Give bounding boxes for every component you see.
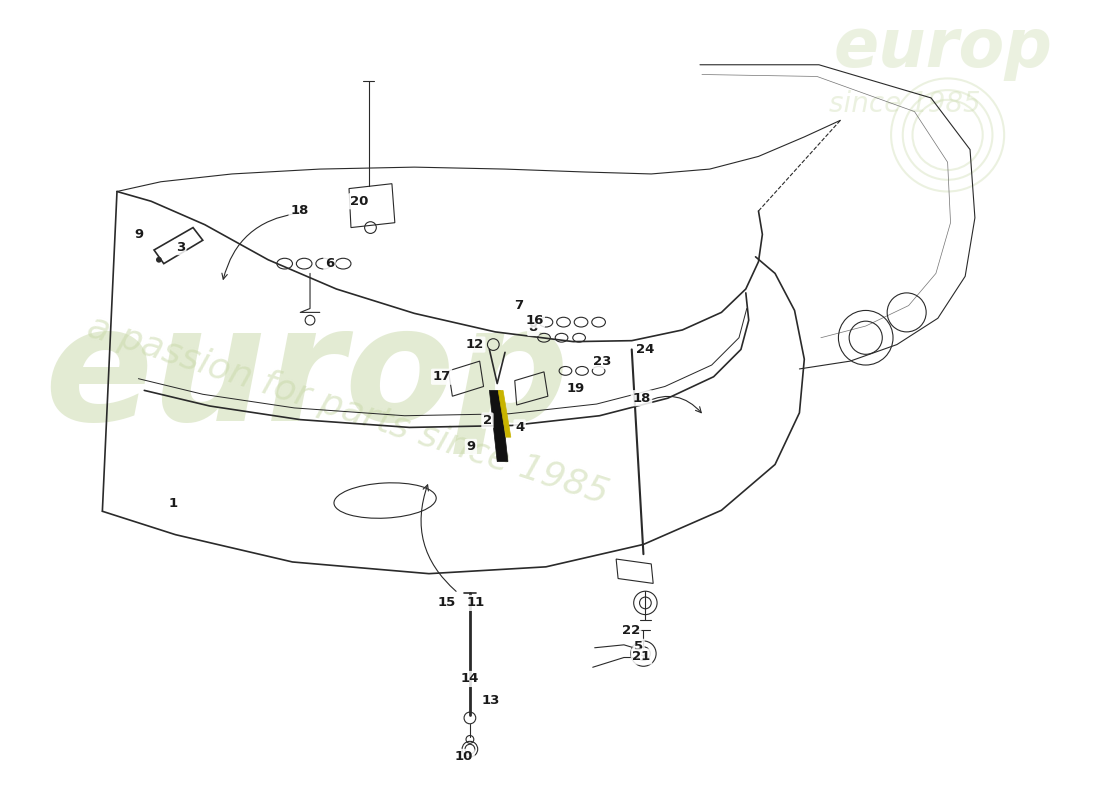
Text: 9: 9	[466, 441, 475, 454]
Text: 19: 19	[566, 382, 584, 395]
Text: europ: europ	[834, 14, 1053, 81]
Text: 7: 7	[514, 299, 524, 312]
Text: 10: 10	[455, 750, 473, 763]
Text: 9: 9	[135, 228, 144, 241]
Text: 2: 2	[483, 414, 492, 427]
Polygon shape	[490, 390, 508, 462]
Text: 8: 8	[529, 322, 538, 334]
Text: 6: 6	[324, 257, 334, 270]
Text: 22: 22	[621, 624, 640, 637]
Text: 18: 18	[290, 205, 308, 218]
Text: 3: 3	[176, 241, 185, 254]
Text: 4: 4	[515, 421, 525, 434]
Text: 24: 24	[636, 343, 654, 356]
Text: 17: 17	[432, 370, 451, 383]
Text: 15: 15	[438, 597, 455, 610]
Circle shape	[156, 257, 162, 262]
Text: 5: 5	[634, 640, 643, 654]
Text: 23: 23	[593, 354, 612, 368]
Text: 21: 21	[632, 650, 650, 663]
Text: 13: 13	[481, 694, 499, 707]
Text: 16: 16	[525, 314, 543, 326]
Text: 18: 18	[632, 392, 651, 405]
Text: a passion for parts since 1985: a passion for parts since 1985	[82, 310, 613, 510]
Text: 14: 14	[461, 673, 480, 686]
Text: 20: 20	[350, 194, 368, 208]
Polygon shape	[498, 390, 510, 437]
Text: 12: 12	[465, 338, 484, 351]
Circle shape	[640, 650, 647, 657]
Text: since 1985: since 1985	[828, 90, 980, 118]
Text: europ: europ	[44, 298, 569, 454]
Text: 11: 11	[466, 597, 485, 610]
Text: 1: 1	[169, 497, 178, 510]
